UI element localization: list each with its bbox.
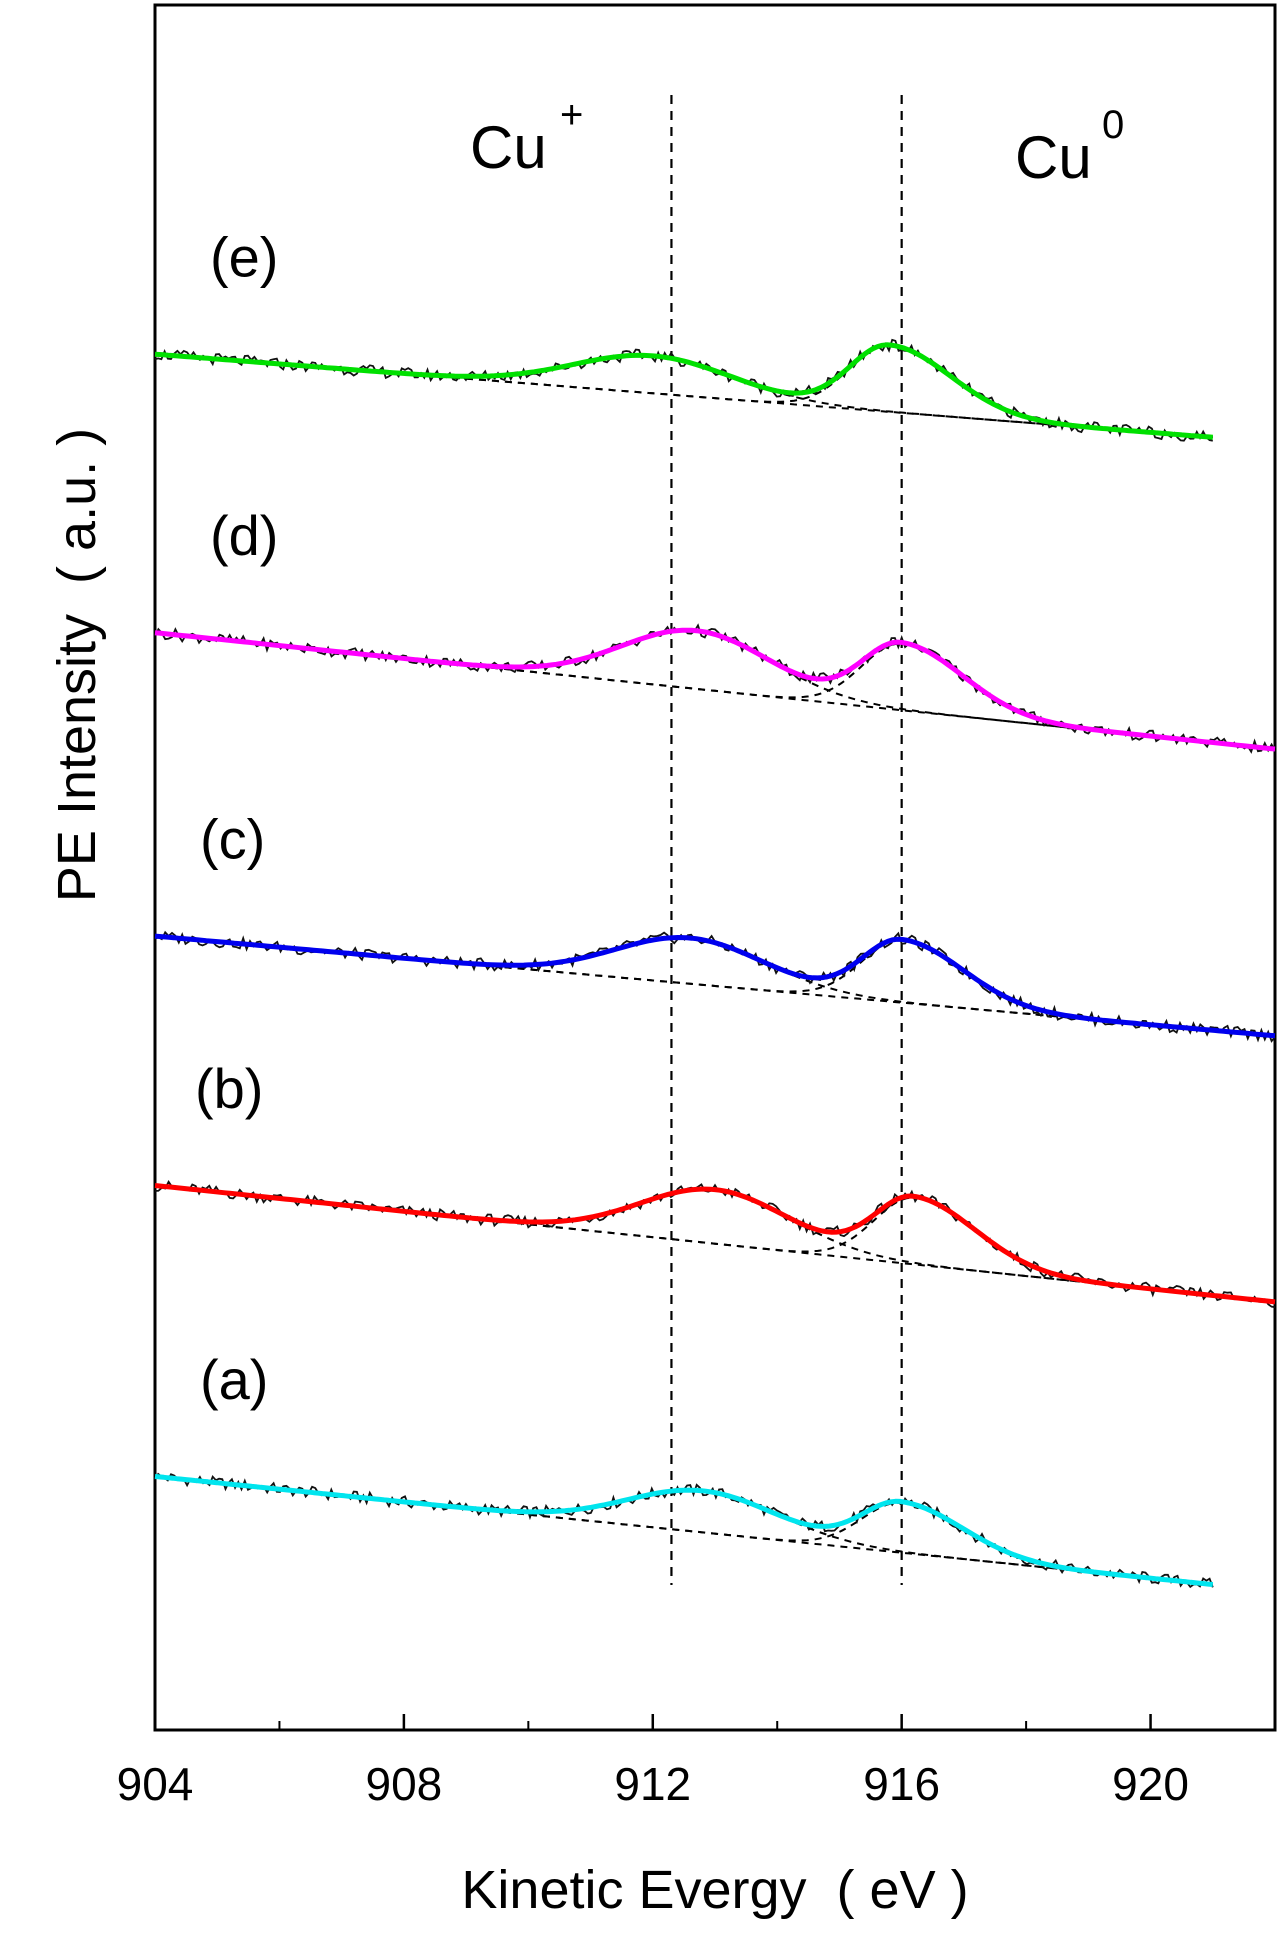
curve-label: (e) (210, 226, 278, 289)
cu-plus-sup: + (560, 93, 583, 137)
cu-zero-text: Cu (1015, 124, 1092, 191)
curve-label: (d) (210, 504, 278, 567)
fit-envelope (154, 342, 1214, 440)
cu-plus-annotation: Cu + (470, 93, 583, 181)
curve-label: (c) (200, 808, 265, 871)
y-axis-title: PE Intensity ( a.u. ) (47, 428, 107, 902)
fit-envelope (154, 1473, 1214, 1587)
x-tick-label: 916 (863, 1758, 940, 1810)
baseline-component (154, 1475, 1213, 1586)
cu-plus-text: Cu (470, 114, 547, 181)
raw-spectrum (154, 338, 1213, 442)
x-tick-label: 920 (1112, 1758, 1189, 1810)
fit-envelope (154, 1183, 1276, 1305)
baseline-component (154, 353, 1213, 439)
curve-label: (b) (195, 1057, 263, 1120)
series-c: (c) (154, 808, 1276, 1043)
series-b: (b) (154, 1057, 1276, 1309)
x-axis-title: Kinetic Evergy ( eV ) (461, 1860, 968, 1920)
series-d: (d) (154, 504, 1276, 754)
x-tick-label: 908 (366, 1758, 443, 1810)
fit-envelope (154, 627, 1276, 752)
labels: Kinetic Evergy ( eV ) PE Intensity ( a.u… (47, 93, 1124, 1920)
plot-frame (153, 3, 1277, 1732)
axes (153, 3, 1277, 1732)
x-tick-label: 904 (117, 1758, 194, 1810)
cu-zero-sup: 0 (1102, 103, 1124, 147)
series-e: (e) (154, 226, 1214, 442)
x-ticks: 904 908 912 916 920 (117, 1714, 1189, 1810)
series-group: (a) (b) (c) (d) (e) (154, 226, 1276, 1589)
reference-lines (670, 95, 903, 1585)
x-tick-label: 912 (614, 1758, 691, 1810)
fit-envelope (154, 933, 1276, 1039)
curve-label: (a) (200, 1348, 268, 1411)
series-a: (a) (154, 1348, 1214, 1589)
cu-zero-annotation: Cu 0 (1015, 103, 1124, 191)
